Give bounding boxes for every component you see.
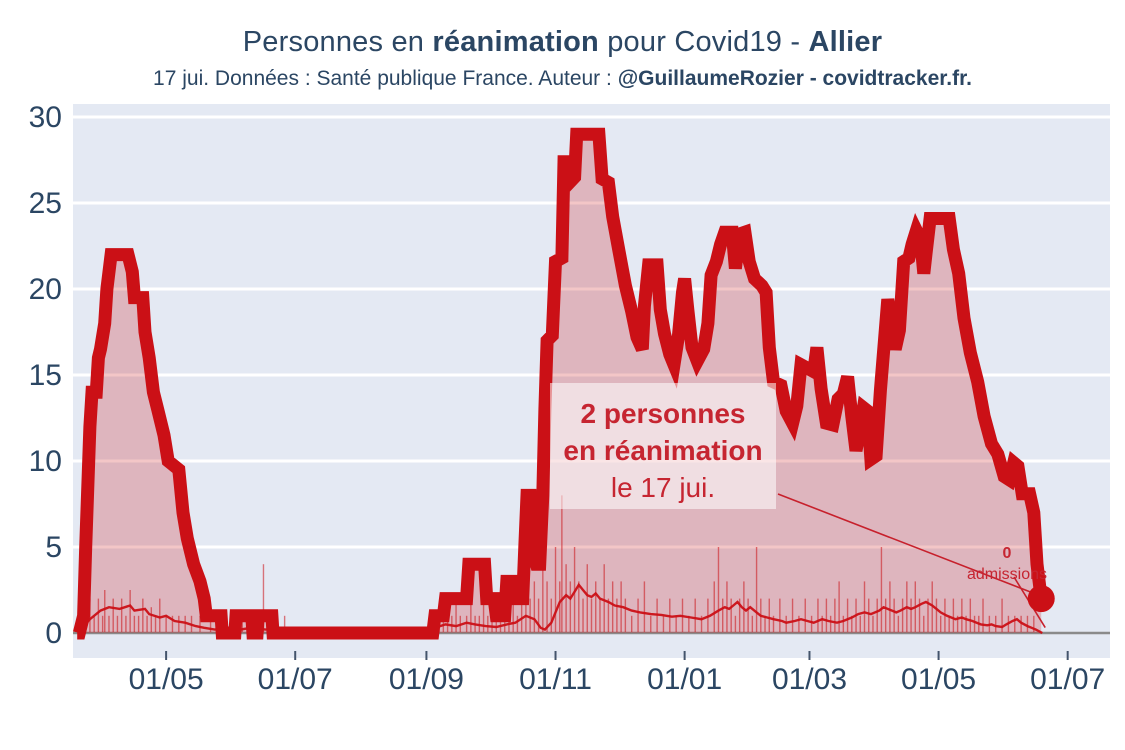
emphasis-text: @GuillaumeRozier - covidtracker.fr.	[617, 67, 972, 90]
annotation-line1: 2 personnes	[581, 398, 746, 429]
plain-text: 17 jui. Données : Santé publique France.…	[153, 67, 618, 90]
x-axis-label-01/01: 01/01	[647, 663, 722, 696]
y-axis-label-20: 20	[29, 273, 62, 306]
reanimation-line	[72, 127, 1048, 640]
y-axis-label-0: 0	[45, 617, 62, 650]
x-axis-label-01/09: 01/09	[389, 663, 464, 696]
y-axis-label-25: 25	[29, 187, 62, 220]
x-axis-label-01/05: 01/05	[901, 663, 976, 696]
x-axis-label-01/11: 01/11	[519, 663, 592, 696]
emphasis-text: réanimation	[432, 26, 599, 58]
x-axis-label-01/05: 01/05	[129, 663, 204, 696]
end-label-value: 0	[1003, 545, 1012, 562]
emphasis-text: Allier	[808, 26, 883, 58]
end-label-unit: admissions	[967, 566, 1047, 583]
plain-text: Personnes en	[242, 26, 433, 58]
annotation-line2: en réanimation	[563, 435, 762, 466]
plain-text: pour Covid19 -	[598, 26, 809, 58]
plot-background	[73, 104, 1110, 658]
annotation-line3: le 17 jui.	[611, 472, 715, 503]
x-axis-label-01/07: 01/07	[1030, 663, 1105, 696]
x-axis-label-01/07: 01/07	[258, 663, 333, 696]
annotation-leader-line	[777, 493, 1038, 596]
page-title: Personnes en réanimation pour Covid19 - …	[0, 26, 1125, 59]
annotation-box	[550, 383, 776, 509]
y-axis-label-10: 10	[29, 445, 62, 478]
x-axis-label-01/03: 01/03	[772, 663, 847, 696]
page-subtitle: 17 jui. Données : Santé publique France.…	[0, 67, 1125, 91]
y-axis-label-30: 30	[29, 101, 62, 134]
y-axis-label-15: 15	[29, 359, 62, 392]
endpoint-dot	[1027, 585, 1055, 613]
y-axis-label-5: 5	[45, 531, 62, 564]
